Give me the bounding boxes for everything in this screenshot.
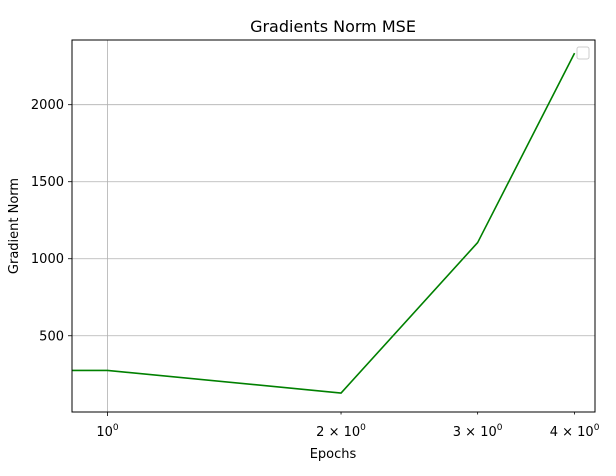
x-axis: 100 2 × 100 3 × 100 4 × 100 [96, 412, 600, 440]
plot-frame [71, 39, 596, 413]
grid [72, 40, 595, 412]
y-axis-label: Gradient Norm [7, 178, 22, 274]
y-tick-label: 500 [39, 329, 64, 344]
legend-box [576, 46, 590, 60]
y-tick-label: 2000 [31, 98, 64, 113]
y-tick-label: 1500 [31, 175, 64, 190]
x-tick-label: 100 [96, 423, 119, 440]
series-line [72, 52, 576, 394]
y-axis: 500 1000 1500 2000 [31, 98, 72, 344]
x-tick-label: 3 × 100 [453, 423, 503, 440]
chart-title: Gradients Norm MSE [250, 17, 416, 36]
x-tick-label: 4 × 100 [550, 423, 600, 440]
x-axis-label: Epochs [310, 447, 357, 462]
plot-series [72, 52, 576, 394]
y-tick-label: 1000 [31, 252, 64, 267]
x-tick-label: 2 × 100 [316, 423, 366, 440]
